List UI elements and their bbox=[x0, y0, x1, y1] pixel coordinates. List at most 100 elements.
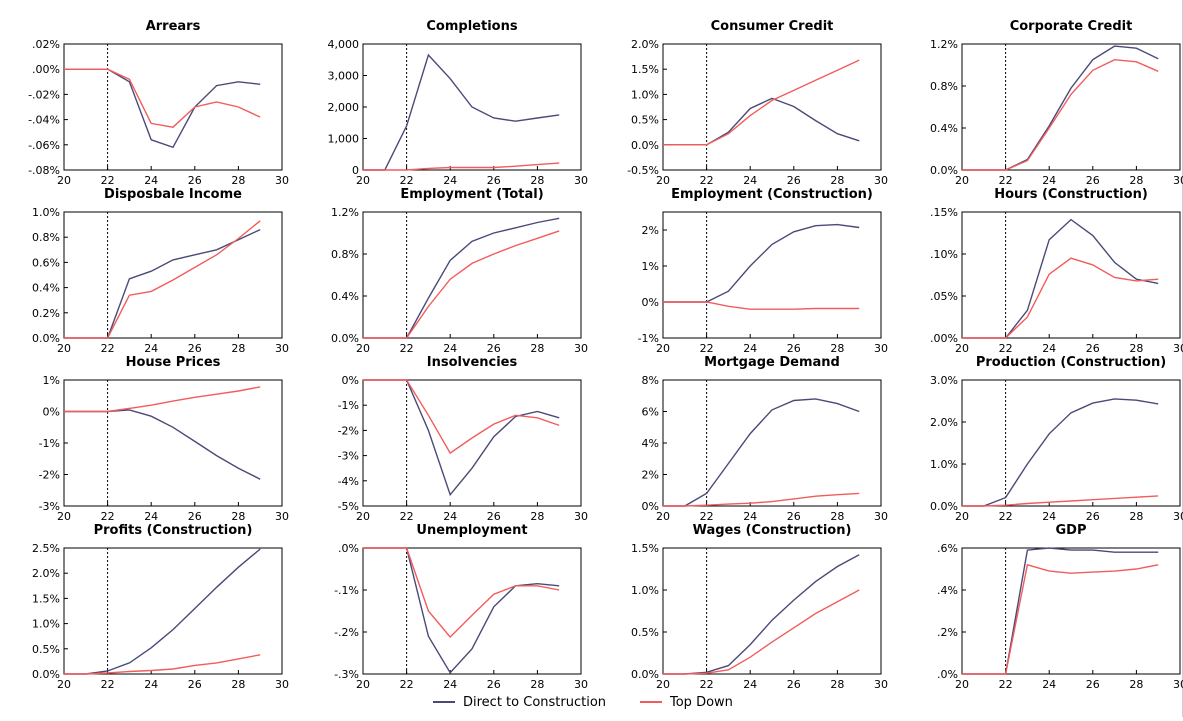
panel-employment-construction: Employment (Construction) -1% 0% 1% 2% 20 22 24… bbox=[638, 187, 888, 355]
x-tick-label: 30 bbox=[874, 342, 888, 355]
y-tick-label: 0% bbox=[642, 296, 659, 309]
y-tick-label: 0.0% bbox=[930, 500, 958, 513]
y-tick-label: 1.0% bbox=[631, 584, 659, 597]
y-tick-label: 0.5% bbox=[32, 643, 60, 656]
panel-title: Insolvencies bbox=[427, 355, 518, 370]
panel-arrears: Arrears -.08% -.06% -.04% -.02% .00% .02% 20 22 2… bbox=[28, 19, 289, 187]
series-line-direct-to-construction bbox=[363, 53, 560, 171]
x-tick-label: 28 bbox=[231, 678, 245, 691]
x-tick-label: 20 bbox=[356, 342, 370, 355]
y-tick-label: -0.5% bbox=[627, 164, 659, 177]
x-tick-label: 26 bbox=[487, 342, 501, 355]
series-line-top-down bbox=[663, 589, 860, 675]
x-tick-label: 26 bbox=[188, 342, 202, 355]
y-tick-label: -.08% bbox=[28, 164, 60, 177]
y-tick-label: 0.5% bbox=[631, 626, 659, 639]
x-tick-label: 20 bbox=[955, 678, 969, 691]
y-tick-label: 0.0% bbox=[32, 668, 60, 681]
y-tick-label: 0.4% bbox=[331, 290, 359, 303]
y-tick-label: .10% bbox=[930, 248, 958, 261]
plot-frame bbox=[63, 211, 283, 339]
x-tick-label: 24 bbox=[1042, 678, 1056, 691]
x-tick-label: 30 bbox=[874, 174, 888, 187]
y-tick-label: 2% bbox=[642, 469, 659, 482]
y-tick-label: .2% bbox=[937, 626, 958, 639]
x-tick-label: 26 bbox=[787, 174, 801, 187]
x-tick-label: 24 bbox=[144, 174, 158, 187]
y-tick-label: 2% bbox=[642, 224, 659, 237]
panel-title: Disposbale Income bbox=[104, 187, 242, 202]
x-tick-label: 28 bbox=[830, 342, 844, 355]
y-tick-label: 2.5% bbox=[32, 542, 60, 555]
y-tick-label: 4% bbox=[642, 437, 659, 450]
legend-label-direct-to-construction: Direct to Construction bbox=[463, 695, 606, 710]
x-tick-label: 28 bbox=[530, 174, 544, 187]
y-tick-label: .4% bbox=[937, 584, 958, 597]
series-line-direct-to-construction bbox=[962, 547, 1159, 675]
plot-frame bbox=[961, 43, 1181, 171]
series-line-direct-to-construction bbox=[64, 548, 261, 675]
y-tick-label: -1% bbox=[39, 437, 60, 450]
plot-frame bbox=[961, 379, 1181, 507]
x-tick-label: 28 bbox=[231, 174, 245, 187]
panel-wages-construction: Wages (Construction) 0.0% 0.5% 1.0% 1.5% 20 22… bbox=[631, 523, 888, 691]
plot-frame bbox=[63, 547, 283, 675]
plot-frame bbox=[662, 547, 882, 675]
series-line-top-down bbox=[363, 162, 560, 171]
x-tick-label: 30 bbox=[1173, 510, 1183, 523]
series-line-direct-to-construction bbox=[64, 409, 261, 480]
series-line-direct-to-construction bbox=[962, 45, 1159, 171]
series-line-direct-to-construction bbox=[64, 68, 261, 149]
x-tick-label: 26 bbox=[1086, 678, 1100, 691]
x-tick-label: 30 bbox=[1173, 678, 1183, 691]
y-tick-label: 0.4% bbox=[32, 282, 60, 295]
series-line-top-down bbox=[962, 495, 1159, 507]
series-line-direct-to-construction bbox=[363, 217, 560, 339]
y-tick-label: 0% bbox=[642, 500, 659, 513]
x-tick-label: 22 bbox=[700, 174, 714, 187]
x-tick-label: 22 bbox=[101, 678, 115, 691]
y-tick-label: 3.0% bbox=[930, 374, 958, 387]
y-tick-label: 0.8% bbox=[930, 80, 958, 93]
panel-title: Employment (Construction) bbox=[671, 187, 873, 202]
y-tick-label: 0.8% bbox=[331, 248, 359, 261]
series-line-direct-to-construction bbox=[663, 97, 860, 146]
x-tick-label: 30 bbox=[275, 510, 289, 523]
panel-house-prices: House Prices -3% -2% -1% 0% 1% 20 22 24 26 28 30 bbox=[39, 355, 289, 523]
x-tick-label: 22 bbox=[400, 342, 414, 355]
y-tick-label: .00% bbox=[32, 63, 60, 76]
panel-production-construction: Production (Construction) 0.0% 1.0% 2.0% 3.0… bbox=[930, 355, 1183, 523]
x-tick-label: 24 bbox=[144, 678, 158, 691]
x-tick-label: 20 bbox=[656, 510, 670, 523]
panel-insolvencies: Insolvencies -5% -4% -3% -2% -1% 0% 20 22 24 26 28 3… bbox=[338, 355, 588, 523]
x-tick-label: 28 bbox=[1129, 510, 1143, 523]
series-line-direct-to-construction bbox=[363, 547, 560, 674]
x-tick-label: 24 bbox=[443, 342, 457, 355]
plot-frame bbox=[362, 211, 582, 339]
y-tick-label: 0.5% bbox=[631, 114, 659, 127]
x-tick-label: 30 bbox=[574, 678, 588, 691]
y-tick-label: .6% bbox=[937, 542, 958, 555]
y-tick-label: -3% bbox=[39, 500, 60, 513]
panel-title: GDP bbox=[1056, 523, 1087, 538]
panel-title: Profits (Construction) bbox=[94, 523, 253, 538]
y-tick-label: -.1% bbox=[334, 584, 359, 597]
x-tick-label: 28 bbox=[830, 510, 844, 523]
panel-title: Completions bbox=[426, 19, 517, 34]
y-tick-label: 0.6% bbox=[32, 256, 60, 269]
x-tick-label: 20 bbox=[656, 174, 670, 187]
x-tick-label: 26 bbox=[188, 174, 202, 187]
x-tick-label: 24 bbox=[144, 510, 158, 523]
y-tick-label: 1% bbox=[642, 260, 659, 273]
y-tick-label: -1% bbox=[338, 399, 359, 412]
x-tick-label: 30 bbox=[574, 510, 588, 523]
y-tick-label: 0.2% bbox=[32, 307, 60, 320]
x-tick-label: 30 bbox=[275, 174, 289, 187]
x-tick-label: 22 bbox=[700, 510, 714, 523]
x-tick-label: 22 bbox=[400, 678, 414, 691]
plot-frame bbox=[662, 211, 882, 339]
y-tick-label: 0.0% bbox=[930, 164, 958, 177]
series-line-top-down bbox=[663, 492, 860, 507]
x-tick-label: 20 bbox=[955, 342, 969, 355]
y-tick-label: .02% bbox=[32, 38, 60, 51]
